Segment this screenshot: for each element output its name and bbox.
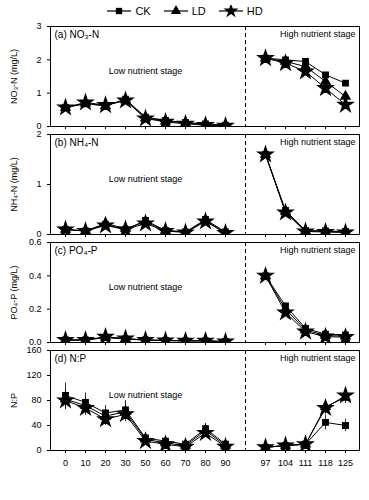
svg-text:High nutrient stage: High nutrient stage [280, 353, 356, 363]
html-text:CK: CK [135, 5, 151, 17]
svg-text:0.2: 0.2 [29, 304, 42, 314]
svg-text:160: 160 [26, 346, 41, 355]
svg-text:2: 2 [36, 130, 41, 139]
svg-text:0: 0 [36, 229, 41, 238]
svg-text:0: 0 [36, 121, 41, 130]
svg-text:NO₃-N (mg/L): NO₃-N (mg/L) [9, 49, 19, 104]
svg-text:1: 1 [36, 88, 41, 98]
svg-text:3: 3 [36, 22, 41, 31]
svg-text:80: 80 [31, 395, 41, 405]
svg-text:90: 90 [220, 458, 230, 468]
svg-text:30: 30 [120, 458, 130, 468]
svg-text:(c) PO₄-P: (c) PO₄-P [55, 245, 98, 256]
html-text:HD: HD [246, 5, 263, 17]
svg-text:Low nutrient stage: Low nutrient stage [109, 390, 183, 400]
svg-text:120: 120 [26, 370, 41, 380]
svg-text:Low nutrient stage: Low nutrient stage [109, 174, 183, 184]
svg-text:125: 125 [338, 458, 353, 468]
svg-text:118: 118 [318, 458, 332, 468]
svg-text:High nutrient stage: High nutrient stage [280, 29, 356, 39]
svg-text:N:P: N:P [9, 393, 19, 408]
svg-text:Low nutrient stage: Low nutrient stage [109, 66, 183, 76]
svg-text:0.0: 0.0 [29, 337, 42, 346]
svg-text:80: 80 [200, 458, 210, 468]
html-text:LD: LD [191, 5, 206, 17]
svg-text:10: 10 [80, 458, 90, 468]
svg-text:0.4: 0.4 [29, 271, 42, 281]
svg-text:2: 2 [36, 55, 41, 65]
svg-text:0.6: 0.6 [29, 238, 42, 247]
svg-text:(a) NO₃-N: (a) NO₃-N [55, 29, 100, 40]
svg-text:97: 97 [260, 458, 270, 468]
svg-text:1: 1 [36, 179, 41, 189]
svg-text:High nutrient stage: High nutrient stage [280, 137, 356, 147]
svg-text:70: 70 [180, 458, 190, 468]
svg-text:High nutrient stage: High nutrient stage [280, 245, 356, 255]
svg-text:111: 111 [299, 458, 313, 468]
svg-text:60: 60 [160, 458, 170, 468]
svg-text:Low nutrient stage: Low nutrient stage [109, 282, 183, 292]
svg-text:(b) NH₄-N: (b) NH₄-N [55, 137, 99, 148]
svg-text:40: 40 [31, 420, 41, 430]
svg-text:(d) N:P: (d) N:P [55, 353, 87, 364]
svg-text:0: 0 [36, 445, 41, 455]
svg-text:50: 50 [140, 458, 150, 468]
svg-text:0: 0 [63, 458, 68, 468]
svg-text:NH₄-N (mg/L): NH₄-N (mg/L) [9, 157, 19, 212]
svg-text:104: 104 [278, 458, 293, 468]
svg-text:PO₄-P (mg/L): PO₄-P (mg/L) [9, 265, 19, 319]
svg-text:20: 20 [100, 458, 110, 468]
